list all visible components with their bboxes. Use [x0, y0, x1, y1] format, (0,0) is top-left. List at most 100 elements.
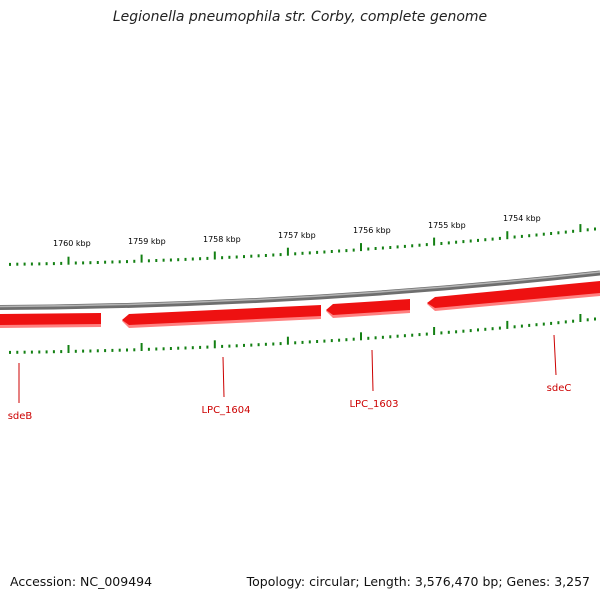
inner-tick: [279, 342, 282, 346]
inner-tick: [191, 346, 194, 350]
outer-tick: [447, 241, 450, 245]
inner-tick: [579, 314, 582, 322]
inner-tick: [74, 349, 77, 353]
inner-tick: [367, 336, 370, 340]
outer-tick: [52, 262, 55, 266]
inner-tick: [169, 347, 172, 350]
inner-tick: [82, 349, 85, 353]
inner-tick: [491, 327, 494, 331]
outer-tick: [323, 250, 326, 254]
map-title: Legionella pneumophila str. Corby, compl…: [112, 9, 488, 25]
inner-tick: [316, 340, 319, 343]
outer-tick: [301, 251, 304, 255]
inner-tick: [162, 347, 165, 351]
inner-tick: [104, 349, 107, 353]
inner-tick: [418, 333, 421, 337]
inner-tick: [542, 322, 545, 326]
inner-tick: [528, 323, 531, 327]
outer-tick: [440, 242, 443, 245]
outer-tick: [367, 247, 370, 251]
gene-label-sdeB: sdeB: [8, 411, 33, 422]
outer-tick: [308, 251, 311, 255]
outer-tick: [243, 255, 245, 259]
inner-tick: [520, 324, 523, 328]
inner-tick: [52, 350, 55, 354]
outer-tick: [330, 250, 333, 253]
gene-arrow-LPC_1603-body: [326, 299, 410, 315]
gene-label-sdeC: sdeC: [547, 383, 572, 394]
kbp-label: 1757 kbp: [278, 231, 316, 240]
outer-tick: [257, 254, 260, 258]
callout-line-LPC_1604: [222, 356, 225, 398]
gene-arrow-sdeB-body: [0, 313, 101, 325]
kbp-label: 1758 kbp: [203, 235, 241, 244]
inner-tick: [469, 329, 472, 333]
tick-marks: [9, 224, 596, 354]
outer-tick: [264, 254, 267, 257]
outer-tick: [89, 261, 92, 265]
outer-tick: [433, 237, 436, 246]
inner-tick: [272, 342, 275, 346]
inner-tick: [23, 350, 26, 354]
outer-tick: [147, 259, 150, 263]
outer-tick: [352, 248, 355, 252]
outer-tick: [228, 255, 231, 259]
inner-tick: [374, 336, 377, 340]
inner-tick: [67, 345, 70, 353]
outer-tick: [118, 260, 121, 264]
inner-tick: [330, 339, 333, 343]
outer-tick: [520, 234, 523, 238]
outer-tick: [213, 251, 216, 260]
inner-tick: [338, 338, 341, 342]
inner-tick: [177, 346, 180, 350]
outer-tick: [374, 247, 377, 250]
outer-tick: [498, 236, 501, 240]
inner-tick: [243, 343, 245, 347]
outer-tick: [425, 243, 428, 247]
outer-tick: [206, 256, 209, 260]
outer-tick: [469, 239, 472, 243]
inner-tick: [301, 340, 304, 344]
kbp-label: 1756 kbp: [353, 226, 391, 235]
inner-tick: [411, 333, 414, 337]
inner-tick: [360, 332, 362, 341]
outer-tick: [38, 262, 41, 266]
inner-tick: [89, 349, 92, 353]
outer-tick: [199, 257, 202, 261]
inner-tick: [308, 340, 311, 344]
outer-tick: [550, 232, 553, 235]
inner-tick: [60, 350, 63, 354]
outer-tick: [506, 231, 509, 240]
outer-tick: [535, 233, 538, 237]
outer-tick: [126, 260, 128, 264]
inner-tick: [286, 336, 289, 345]
inner-tick: [352, 337, 355, 341]
inner-tick: [484, 327, 487, 331]
inner-tick: [513, 325, 516, 329]
kbp-label: 1754 kbp: [503, 214, 541, 223]
outer-tick: [45, 262, 48, 266]
inner-tick: [30, 350, 33, 354]
inner-tick: [447, 330, 450, 334]
outer-tick: [96, 261, 99, 264]
inner-tick: [572, 319, 575, 323]
inner-tick: [140, 343, 143, 351]
accession-label: Accession: NC_009494: [10, 574, 153, 589]
outer-tick: [111, 260, 114, 264]
inner-tick: [323, 339, 326, 343]
gene-callouts: [18, 334, 557, 403]
outer-tick: [579, 224, 582, 233]
outer-tick: [82, 261, 85, 265]
outer-tick: [221, 256, 224, 260]
inner-tick: [440, 331, 443, 335]
outer-tick: [564, 230, 567, 234]
outer-tick: [557, 231, 560, 235]
outer-tick: [477, 238, 479, 242]
inner-tick: [133, 348, 136, 352]
outer-tick: [484, 238, 487, 242]
outer-tick: [177, 258, 180, 262]
inner-tick: [126, 348, 128, 352]
inner-tick: [199, 345, 202, 349]
outer-tick: [338, 249, 341, 253]
genome-backbone-highlight: [0, 271, 600, 308]
